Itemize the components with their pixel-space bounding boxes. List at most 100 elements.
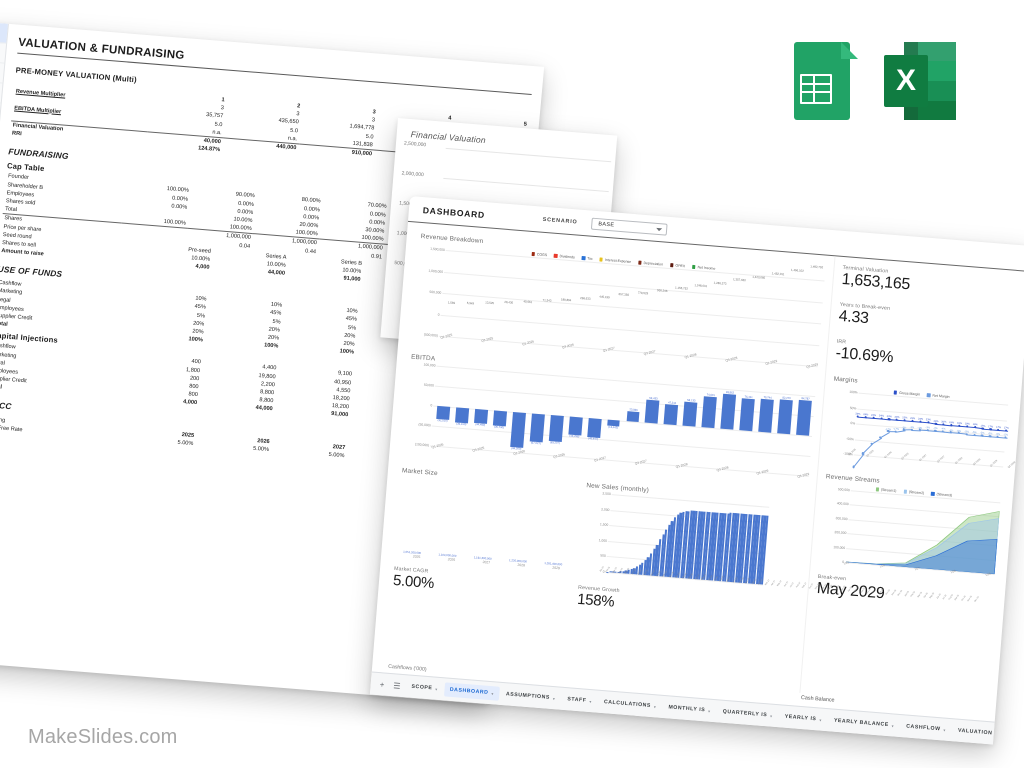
bar-segment <box>447 237 466 240</box>
bar-value-label: 936,246 <box>656 288 668 293</box>
bar-segment <box>542 245 561 247</box>
bar-value-label: 1,423,066 <box>752 274 766 280</box>
all-sheets-menu-icon[interactable]: ☰ <box>393 680 401 691</box>
bar[interactable] <box>568 416 583 436</box>
bar[interactable] <box>473 408 488 425</box>
market-size-chart[interactable]: 1,051,200,000 1,104,000,000 1,161,300,000 1… <box>395 477 576 567</box>
bar[interactable] <box>626 411 640 423</box>
sheet-tab-label: VALUATION <box>957 727 993 737</box>
sheet-tab-label: YEARLY BALANCE <box>833 717 889 729</box>
scenario-dropdown[interactable]: BASE <box>590 217 668 236</box>
sheet-tab-label: MONTHLY IS <box>668 704 706 714</box>
sheet-tab-monthly-is[interactable]: MONTHLY IS ▾ <box>663 700 716 718</box>
chevron-down-icon[interactable]: ▾ <box>943 727 947 733</box>
bar[interactable] <box>492 410 507 427</box>
point-value-label: -5% <box>987 432 993 436</box>
bar-value-label: 47,244 <box>667 401 677 406</box>
sheet-tab-label: CASHFLOW <box>905 723 941 733</box>
chevron-down-icon[interactable]: ▾ <box>995 731 999 737</box>
area-chart-svg <box>846 510 1001 575</box>
y-tick: 1,000,000 <box>428 268 444 274</box>
y-tick: 500,000 <box>837 487 850 493</box>
chevron-down-icon[interactable]: ▾ <box>435 686 439 692</box>
bar[interactable] <box>663 404 679 426</box>
bar[interactable] <box>777 399 793 435</box>
revenue-streams-chart[interactable]: 500,000 400,000 300,000 200,000 100,000 0 <box>819 487 1002 576</box>
chevron-down-icon[interactable]: ▾ <box>891 722 895 729</box>
bar[interactable] <box>645 399 660 424</box>
bar-value-label: 1,482,792 <box>810 264 824 270</box>
legend-swatch <box>926 393 931 398</box>
bar-segment <box>447 237 466 240</box>
chevron-down-icon[interactable]: ▾ <box>653 703 657 709</box>
bar-value-label: 1,357,630 <box>732 277 746 283</box>
y-tick: 0 <box>437 312 440 317</box>
y-tick: -50% <box>846 436 855 441</box>
bar[interactable] <box>454 407 469 424</box>
point-value-label: -4% <box>940 427 946 431</box>
bar[interactable] <box>796 399 812 436</box>
sheet-tab-cashflow[interactable]: CASHFLOW ▾ <box>901 719 952 737</box>
sheet-tab-yearly-is[interactable]: YEARLY IS ▾ <box>779 709 827 727</box>
legend-swatch <box>875 487 880 492</box>
point-value-label: 23% <box>917 417 924 422</box>
y-tick: 0% <box>850 421 856 426</box>
bar[interactable] <box>758 398 774 433</box>
bar-value-label: (36,310) <box>456 422 467 427</box>
sheet-tab-assumptions[interactable]: ASSUMPTIONS ▾ <box>500 687 561 706</box>
bar[interactable] <box>529 413 545 443</box>
sheet-tab-scope[interactable]: SCOPE ▾ <box>406 679 443 696</box>
bar-value-label: (32,510) <box>437 419 448 424</box>
bar-segment <box>675 255 693 258</box>
bar[interactable] <box>548 414 564 443</box>
bar-value-label: 56,433 <box>649 396 658 401</box>
chevron-down-icon[interactable]: ▾ <box>491 690 495 696</box>
sheet-tab-calculations[interactable]: CALCULATIONS ▾ <box>598 695 662 714</box>
point-value-label: 19% <box>949 421 955 425</box>
sheet-tab-valuation[interactable]: VALUATION ▾ <box>952 723 1003 741</box>
x-tick-label: 2025 <box>412 554 421 559</box>
bar-value-label: 23,866 <box>629 408 638 413</box>
y-tick: 50% <box>849 405 857 410</box>
bar-value-label: (36,730) <box>493 425 505 430</box>
chevron-down-icon[interactable]: ▾ <box>770 713 773 719</box>
point-value-label: -17% <box>885 427 892 431</box>
dashboard-sheet[interactable]: DASHBOARD SCENARIO BASE Revenue Breakdow… <box>369 196 1024 745</box>
y-tick: 1,500 <box>599 522 609 528</box>
chevron-down-icon[interactable]: ▾ <box>707 708 711 714</box>
point-value-label: 20% <box>933 419 939 424</box>
point-value-label: -5% <box>964 430 970 434</box>
bar[interactable] <box>682 401 698 427</box>
sheet-tab-staff[interactable]: STAFF ▾ <box>562 692 598 709</box>
sheet-tab-yearly-balance[interactable]: YEARLY BALANCE ▾ <box>828 713 899 733</box>
bar-segment <box>542 245 561 247</box>
sheet-tab-quarterly-is[interactable]: QUARTERLY IS ▾ <box>717 704 778 723</box>
bar-value-label: 445,199 <box>599 294 610 299</box>
chevron-down-icon[interactable]: ▾ <box>819 717 823 723</box>
bar[interactable] <box>586 418 602 438</box>
y-tick: (500,000) <box>423 332 439 338</box>
bar-value-label: 40,661 <box>523 299 533 305</box>
bar-segment <box>732 260 750 262</box>
sheet-tab-dashboard[interactable]: DASHBOARD ▾ <box>444 682 500 701</box>
point-value-label: 24% <box>863 412 869 417</box>
bar[interactable] <box>701 396 718 429</box>
line-segment <box>879 431 890 438</box>
axis-tick: 2,000,000 <box>401 170 424 179</box>
bar-segment <box>675 255 693 258</box>
point-value-label: 23% <box>902 416 908 420</box>
legend-swatch <box>903 489 907 494</box>
y-axis: 100% 50% 0% -50% -100% <box>828 390 859 456</box>
bar-value-label: 657,356 <box>618 292 630 298</box>
chevron-down-icon[interactable]: ▾ <box>589 698 593 704</box>
bar-segment <box>580 248 599 250</box>
bar[interactable] <box>436 405 451 421</box>
bar[interactable] <box>739 398 755 432</box>
bar[interactable] <box>720 393 737 430</box>
excel-x-glyph: X <box>895 64 916 97</box>
chevron-down-icon[interactable]: ▾ <box>552 695 556 701</box>
y-tick: 2,500 <box>602 491 611 497</box>
bar-segment <box>732 260 750 262</box>
y-tick: 1,500,000 <box>429 246 445 252</box>
add-sheet-icon[interactable]: + <box>379 679 385 690</box>
